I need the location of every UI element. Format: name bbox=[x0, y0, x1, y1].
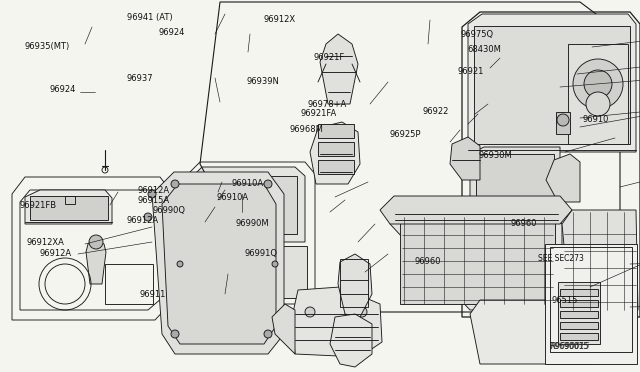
Bar bbox=[560, 289, 598, 296]
Bar bbox=[318, 142, 354, 156]
Text: 96935(MT): 96935(MT) bbox=[24, 42, 70, 51]
Polygon shape bbox=[468, 14, 636, 152]
Text: 96912A: 96912A bbox=[40, 249, 72, 258]
Text: R9690015: R9690015 bbox=[549, 342, 589, 351]
Polygon shape bbox=[390, 210, 562, 310]
Polygon shape bbox=[238, 246, 258, 288]
Text: 96960: 96960 bbox=[511, 219, 537, 228]
Bar bbox=[560, 333, 598, 340]
Bar bbox=[105, 264, 153, 304]
Text: SEE SEC273: SEE SEC273 bbox=[538, 254, 584, 263]
Polygon shape bbox=[330, 314, 372, 367]
Bar bbox=[400, 216, 555, 304]
Circle shape bbox=[89, 235, 103, 249]
Circle shape bbox=[272, 261, 278, 267]
Text: 96930M: 96930M bbox=[479, 151, 513, 160]
Polygon shape bbox=[470, 300, 600, 364]
Bar bbox=[476, 154, 554, 204]
Text: 96924: 96924 bbox=[50, 85, 76, 94]
Text: 96921FB: 96921FB bbox=[19, 201, 56, 210]
Text: 96924: 96924 bbox=[159, 28, 185, 37]
Bar bbox=[340, 259, 368, 307]
Text: 96939N: 96939N bbox=[246, 77, 279, 86]
Text: 96968M: 96968M bbox=[289, 125, 323, 134]
Text: 96912A: 96912A bbox=[127, 216, 159, 225]
Text: 96990Q: 96990Q bbox=[152, 206, 186, 215]
Text: 96515: 96515 bbox=[552, 296, 578, 305]
Circle shape bbox=[305, 307, 315, 317]
Text: 96915A: 96915A bbox=[138, 196, 170, 205]
Bar bbox=[550, 247, 632, 352]
Text: 96910A: 96910A bbox=[232, 179, 264, 187]
Circle shape bbox=[573, 59, 623, 109]
Text: 96921: 96921 bbox=[458, 67, 484, 76]
Polygon shape bbox=[338, 254, 372, 317]
Bar bbox=[474, 26, 630, 144]
Polygon shape bbox=[86, 240, 106, 284]
Polygon shape bbox=[562, 210, 638, 310]
Text: 96921F: 96921F bbox=[314, 53, 345, 62]
Bar bbox=[558, 282, 600, 344]
Bar bbox=[200, 176, 297, 234]
Text: 96922: 96922 bbox=[422, 107, 449, 116]
Polygon shape bbox=[310, 122, 360, 184]
Polygon shape bbox=[292, 287, 382, 357]
Circle shape bbox=[557, 114, 569, 126]
Polygon shape bbox=[272, 304, 295, 354]
Circle shape bbox=[171, 180, 179, 188]
Bar bbox=[560, 322, 598, 329]
Bar bbox=[556, 112, 570, 134]
Bar bbox=[192, 246, 307, 298]
Circle shape bbox=[171, 330, 179, 338]
Bar bbox=[65, 196, 75, 204]
Circle shape bbox=[177, 261, 183, 267]
Text: 96990M: 96990M bbox=[236, 219, 269, 228]
Text: 96925P: 96925P bbox=[389, 130, 420, 139]
Text: 96978+A: 96978+A bbox=[307, 100, 346, 109]
Bar bbox=[560, 300, 598, 307]
Text: R9690015: R9690015 bbox=[550, 342, 590, 351]
Text: 68430M: 68430M bbox=[467, 45, 501, 54]
Bar bbox=[545, 244, 637, 364]
Bar bbox=[200, 254, 280, 292]
Circle shape bbox=[148, 190, 156, 198]
Bar bbox=[318, 124, 354, 138]
Circle shape bbox=[264, 330, 272, 338]
Text: 96911: 96911 bbox=[140, 290, 166, 299]
Circle shape bbox=[264, 180, 272, 188]
Bar bbox=[560, 311, 598, 318]
Bar bbox=[30, 196, 108, 220]
Polygon shape bbox=[320, 34, 358, 104]
Text: 96912X: 96912X bbox=[264, 15, 296, 24]
Circle shape bbox=[586, 92, 610, 116]
Text: 96937: 96937 bbox=[127, 74, 154, 83]
Circle shape bbox=[357, 307, 367, 317]
Text: 96941 (AT): 96941 (AT) bbox=[127, 13, 172, 22]
Text: 96991Q: 96991Q bbox=[244, 249, 278, 258]
Polygon shape bbox=[25, 190, 112, 224]
Text: 96910A: 96910A bbox=[216, 193, 248, 202]
Circle shape bbox=[241, 241, 255, 255]
Text: 96960: 96960 bbox=[415, 257, 441, 266]
Text: 96912A: 96912A bbox=[138, 186, 170, 195]
Text: 96975Q: 96975Q bbox=[461, 30, 494, 39]
Text: 96910: 96910 bbox=[582, 115, 609, 124]
Text: 96921FA: 96921FA bbox=[301, 109, 337, 118]
Polygon shape bbox=[450, 137, 480, 180]
Polygon shape bbox=[470, 147, 560, 210]
Text: 96912XA: 96912XA bbox=[27, 238, 65, 247]
Circle shape bbox=[144, 213, 152, 221]
Polygon shape bbox=[152, 172, 284, 354]
Polygon shape bbox=[192, 167, 305, 242]
Bar bbox=[568, 44, 628, 144]
Polygon shape bbox=[546, 154, 580, 202]
Polygon shape bbox=[380, 196, 572, 224]
Circle shape bbox=[584, 70, 612, 98]
Bar bbox=[318, 160, 354, 174]
Polygon shape bbox=[162, 184, 276, 344]
